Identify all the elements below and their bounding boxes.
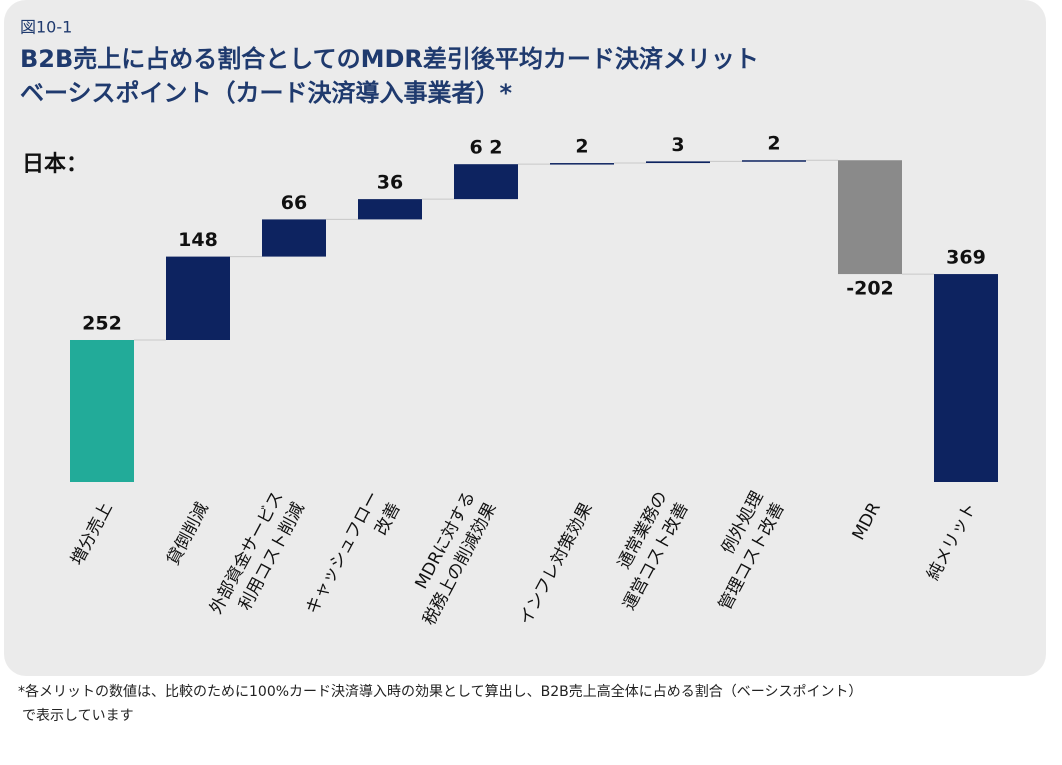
bar <box>646 161 710 164</box>
value-label: 369 <box>946 247 986 269</box>
value-label: 252 <box>82 312 122 334</box>
footnote: *各メリットの数値は、比較のために100%カード決済導入時の効果として算出し、B… <box>18 683 862 700</box>
figure-label: 図10-1 <box>20 18 72 37</box>
footnote: で表示しています <box>22 708 134 724</box>
bar <box>550 163 614 165</box>
bar <box>70 339 134 482</box>
bar <box>934 274 998 482</box>
bar <box>454 164 518 200</box>
chart-title: B2B売上に占める割合としてのMDR差引後平均カード決済メリット <box>20 45 759 73</box>
value-label: 36 <box>377 172 403 194</box>
subtitle: 日本： <box>22 152 88 177</box>
bar <box>358 199 422 220</box>
value-label: 66 <box>281 192 307 214</box>
value-label: 3 <box>671 134 684 156</box>
bar <box>166 256 230 340</box>
value-label: 148 <box>178 229 218 251</box>
value-label: 2 <box>575 136 588 158</box>
chart-title: ベーシスポイント（カード決済導入事業者）* <box>20 79 513 107</box>
bar <box>742 160 806 162</box>
value-label: -202 <box>846 278 894 300</box>
bar <box>838 160 902 275</box>
bar <box>262 219 326 257</box>
panel <box>4 0 1046 676</box>
value-label: 6 2 <box>469 137 502 159</box>
value-label: 2 <box>767 133 780 155</box>
